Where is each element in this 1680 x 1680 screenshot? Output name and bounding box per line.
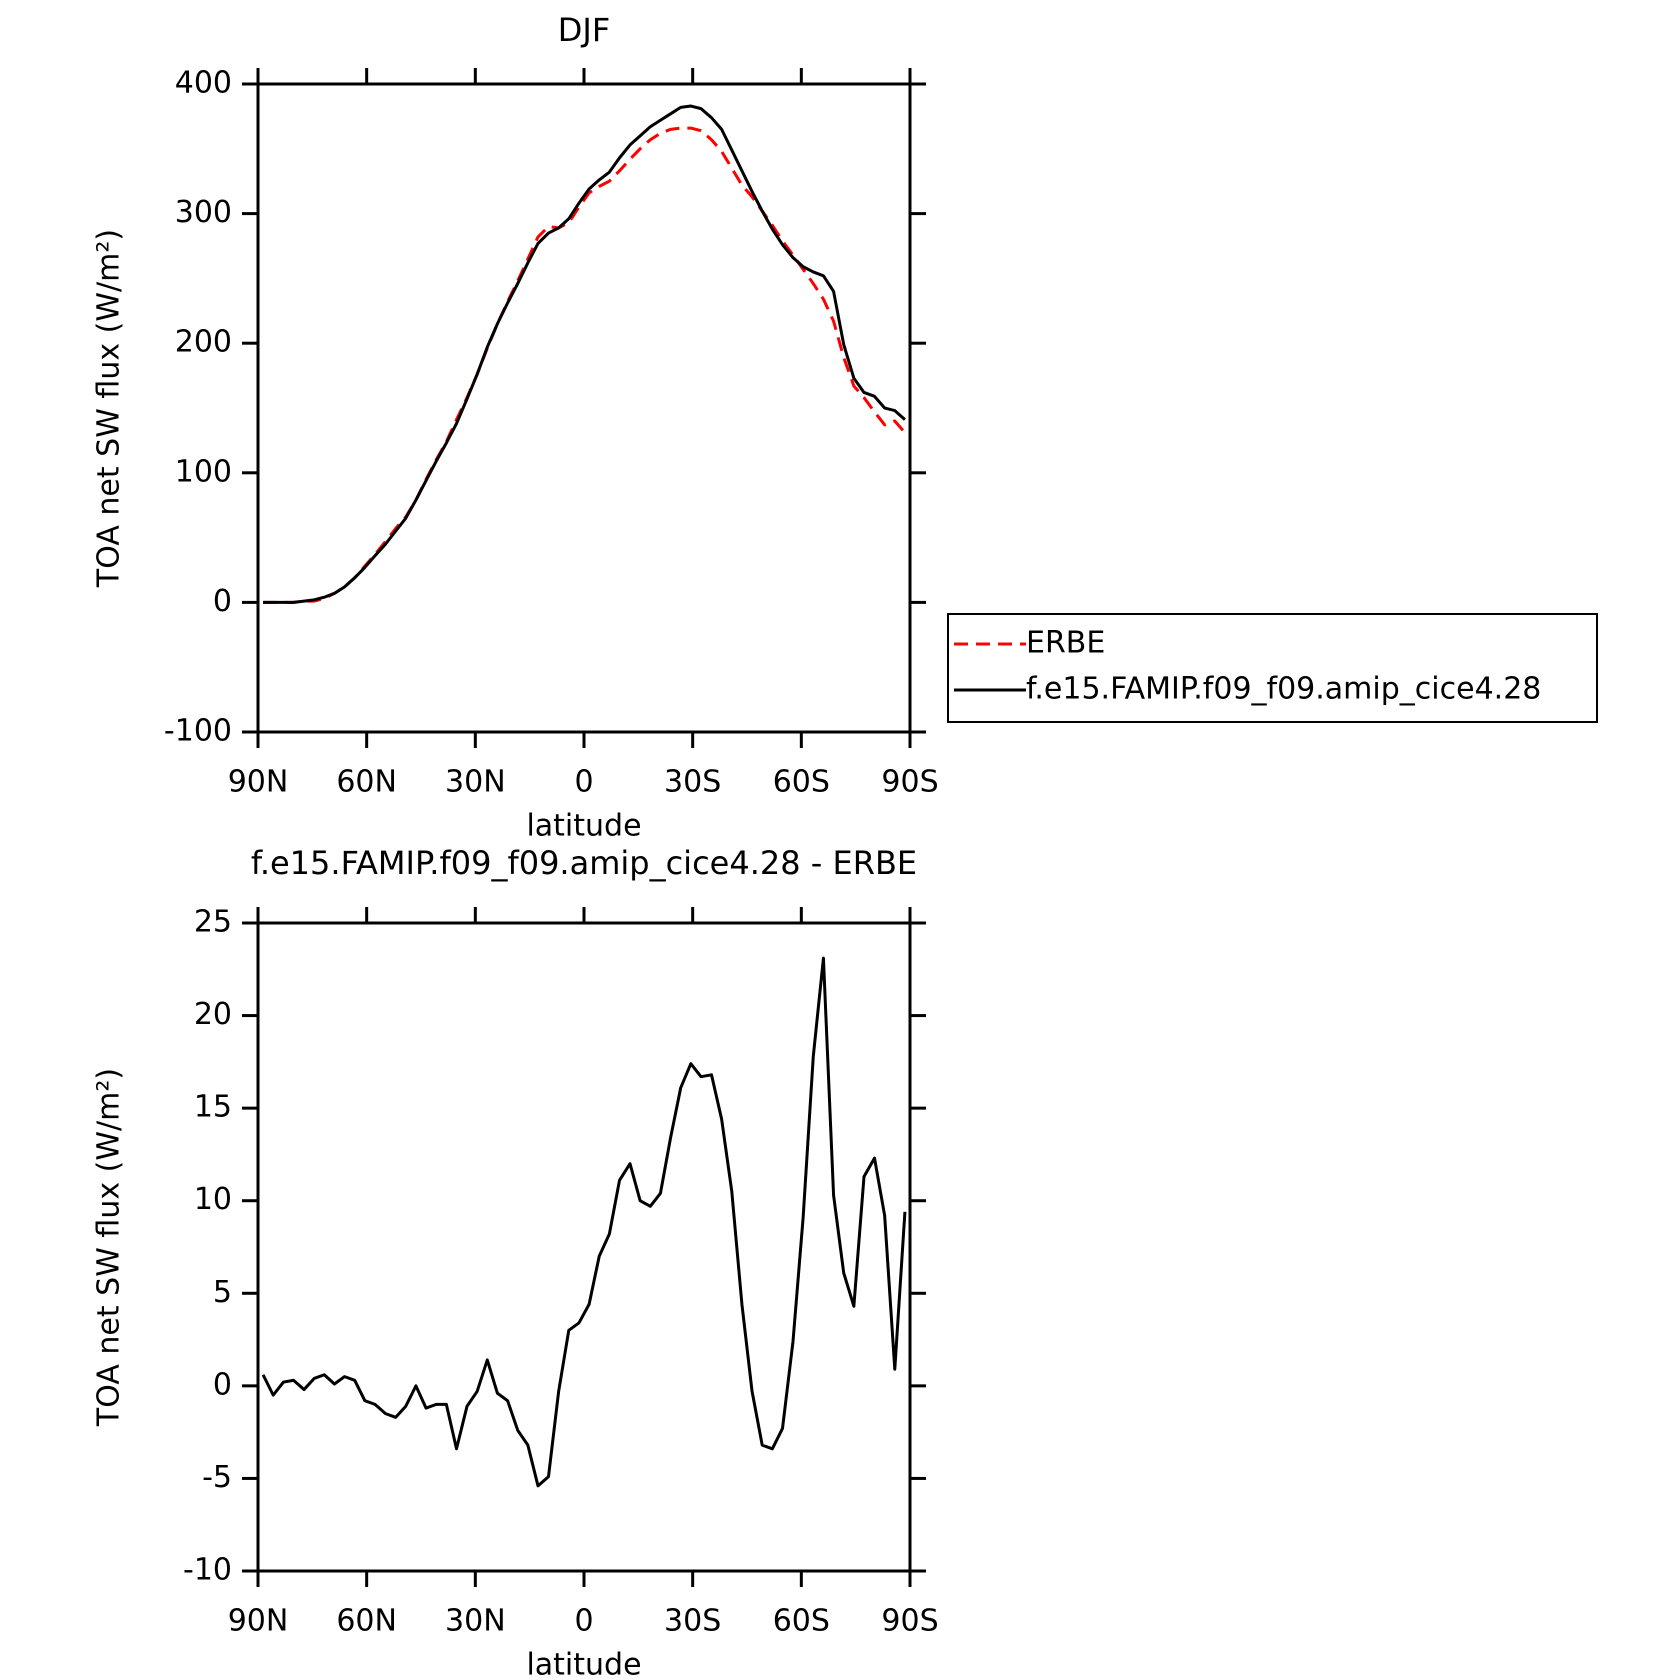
y-tick-label: -100 <box>164 714 232 749</box>
x-tick-label: 60N <box>336 1604 397 1639</box>
data-line <box>261 956 907 1488</box>
x-tick-label: 30N <box>445 1604 506 1639</box>
x-axis-label: latitude <box>526 1648 641 1680</box>
y-tick-label: -5 <box>202 1460 232 1495</box>
y-tick-label: 200 <box>175 325 232 360</box>
plot-frame <box>256 921 912 1573</box>
y-tick-label: 20 <box>194 997 232 1032</box>
y-tick-label: 25 <box>194 905 232 940</box>
y-tick-label: 10 <box>194 1182 232 1217</box>
x-tick-label: 60N <box>336 765 397 800</box>
x-axis-label: latitude <box>526 809 641 844</box>
x-tick-label: 90S <box>881 765 938 800</box>
chart-title: DJF <box>558 11 610 49</box>
y-tick-label: 15 <box>194 1090 232 1125</box>
y-axis-label: TOA net SW flux (W/m²) <box>92 1068 127 1427</box>
data-line <box>263 126 907 604</box>
y-tick-label: 300 <box>175 195 232 230</box>
x-tick-label: 0 <box>574 765 593 800</box>
y-tick-label: 0 <box>213 1367 232 1402</box>
y-tick-label: 400 <box>175 66 232 101</box>
x-tick-label: 30N <box>445 765 506 800</box>
x-tick-label: 30S <box>664 1604 721 1639</box>
x-tick-label: 60S <box>773 1604 830 1639</box>
y-axis-label: TOA net SW flux (W/m²) <box>92 229 127 588</box>
y-tick-label: 5 <box>213 1275 232 1310</box>
legend-label: f.e15.FAMIP.f09_f09.amip_cice4.28 <box>1026 672 1541 707</box>
legend-box <box>947 613 1598 723</box>
x-tick-label: 60S <box>773 765 830 800</box>
plot-frame <box>256 82 912 734</box>
chart-title: f.e15.FAMIP.f09_f09.amip_cice4.28 - ERBE <box>251 844 917 882</box>
data-line <box>263 104 906 604</box>
x-tick-label: 0 <box>574 1604 593 1639</box>
x-tick-label: 30S <box>664 765 721 800</box>
x-tick-label: 90S <box>881 1604 938 1639</box>
legend-label: ERBE <box>1026 626 1105 661</box>
x-tick-label: 90N <box>228 1604 289 1639</box>
y-tick-label: -10 <box>183 1553 232 1588</box>
y-tick-label: 100 <box>175 454 232 489</box>
y-tick-label: 0 <box>213 584 232 619</box>
x-tick-label: 90N <box>228 765 289 800</box>
